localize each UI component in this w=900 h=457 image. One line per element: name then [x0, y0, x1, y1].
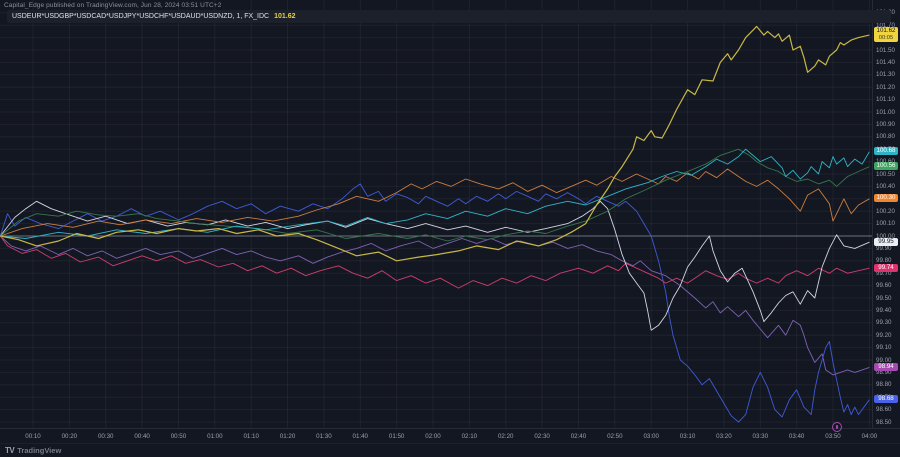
price-chart-svg[interactable]: [0, 0, 872, 428]
price-tick-label: 100.10: [876, 220, 895, 228]
tradingview-logo-text[interactable]: TradingView: [17, 446, 62, 455]
price-tick-label: 101.20: [876, 83, 895, 91]
last-price-label-cyan-line: 100.68: [874, 147, 898, 156]
symbol-legend[interactable]: USDEUR*USDGBP*USDCAD*USDJPY*USDCHF*USDAU…: [7, 10, 891, 23]
time-tick-label: 03:20: [716, 433, 732, 440]
time-tick-label: 03:00: [643, 433, 659, 440]
time-tick-label: 03:10: [679, 433, 696, 440]
price-tick-label: 100.20: [876, 207, 895, 215]
time-tick-label: 01:40: [352, 433, 368, 440]
price-axis[interactable]: 101.80101.70101.60101.50101.40101.30101.…: [872, 0, 900, 428]
time-tick-label: 02:10: [461, 433, 478, 440]
price-tick-label: 99.60: [876, 282, 892, 290]
time-tick-label: 02:20: [497, 433, 514, 440]
cyan-line[interactable]: [0, 148, 870, 239]
price-tick-label: 100.40: [876, 182, 895, 190]
time-tick-label: 02:00: [425, 433, 441, 440]
time-tick-label: 01:00: [207, 433, 223, 440]
bottom-toolbar: TV TradingView: [0, 443, 900, 457]
blue-line[interactable]: [0, 183, 870, 423]
time-tick-label: 00:30: [97, 433, 114, 440]
time-axis[interactable]: 00:10 00:20 00:30 00:40 00:50 01:00 01:10 01:20…: [0, 428, 900, 443]
time-tick-label: 03:30: [752, 433, 769, 440]
price-tick-label: 99.00: [876, 356, 892, 364]
price-tick-label: 101.00: [876, 108, 895, 116]
price-tick-label: 99.40: [876, 306, 892, 314]
time-tick-label: 00:50: [170, 433, 187, 440]
last-price-label-blue-line: 98.68: [874, 395, 898, 404]
price-tick-label: 101.10: [876, 96, 895, 104]
price-tick-label: 99.70: [876, 269, 892, 277]
price-tick-label: 98.80: [876, 381, 892, 389]
last-price-label-white-line: 99.95: [874, 237, 898, 246]
last-price-label-orange-line: 100.30: [874, 194, 898, 203]
tradingview-logo-icon[interactable]: TV: [5, 446, 15, 455]
price-tick-label: 100.00: [876, 232, 895, 240]
price-tick-label: 99.80: [876, 257, 892, 265]
time-tick-label: 00:10: [25, 433, 41, 440]
price-tick-label: 100.60: [876, 158, 895, 165]
time-tick-label: 00:20: [61, 433, 78, 440]
time-tick-label: 02:40: [570, 433, 587, 440]
price-tick-label: 101.70: [876, 21, 895, 29]
last-price-label-green-line: 100.56: [874, 162, 898, 171]
price-tick-label: 99.50: [876, 294, 892, 302]
symbol-name[interactable]: USDEUR*USDGBP*USDCAD*USDJPY*USDCHF*USDAU…: [12, 13, 270, 20]
pink-line[interactable]: [0, 235, 870, 289]
last-price-label-pink-line: 99.74: [874, 263, 898, 272]
publisher-note: Capital_Edge published on TradingView.co…: [4, 2, 222, 9]
time-tick-label: 01:50: [388, 433, 405, 440]
time-tick-label: 02:50: [607, 433, 623, 440]
main-composite-line[interactable]: [0, 25, 870, 262]
price-tick-label: 101.40: [876, 58, 895, 66]
price-tick-label: 100.80: [876, 133, 895, 141]
price-tick-label: 99.10: [876, 344, 892, 352]
time-tick-label: 01:10: [243, 433, 259, 440]
time-tick-label: 03:40: [788, 433, 805, 440]
time-tick-label: 01:20: [279, 433, 296, 440]
price-tick-label: 98.50: [876, 418, 892, 426]
symbol-last-value: 101.62: [274, 13, 296, 20]
green-line[interactable]: [0, 148, 870, 242]
purple-line[interactable]: [0, 235, 870, 376]
publication-marker-icon[interactable]: [831, 422, 842, 432]
last-price-label-main-composite-line: 101.62 00:05: [874, 27, 898, 43]
chart-pane[interactable]: [0, 0, 872, 428]
price-tick-label: 99.30: [876, 319, 892, 327]
price-tick-label: 98.60: [876, 406, 892, 414]
time-tick-label: 02:30: [534, 433, 550, 440]
price-tick-label: 100.90: [876, 120, 895, 128]
price-tick-label: 101.50: [876, 46, 895, 54]
price-tick-label: 99.20: [876, 331, 892, 339]
price-tick-label: 99.90: [876, 244, 892, 252]
price-tick-label: 100.50: [876, 170, 895, 178]
time-tick-label: 00:40: [134, 433, 150, 440]
time-tick-label: 04:00: [861, 433, 878, 440]
price-tick-label: 101.30: [876, 71, 895, 79]
time-tick-label: 01:30: [316, 433, 332, 440]
orange-line[interactable]: [0, 168, 870, 237]
time-tick-label: 03:50: [825, 433, 841, 440]
last-price-label-purple-line: 98.94: [874, 362, 898, 371]
price-tick-label: 98.90: [876, 368, 892, 376]
